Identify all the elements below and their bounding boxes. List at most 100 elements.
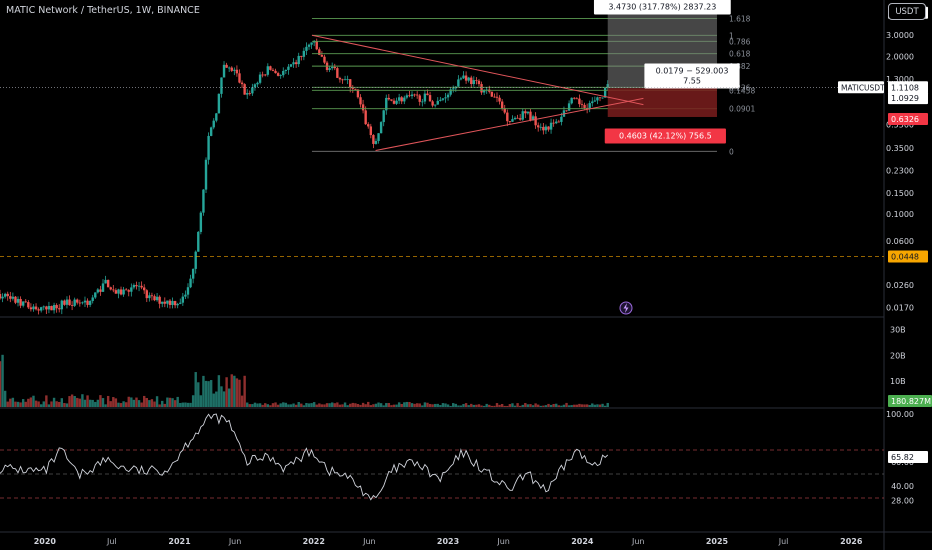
- position-stop-label-text: 0.4603 (42.12%) 756.5: [619, 132, 712, 141]
- candle-body: [555, 121, 558, 124]
- candle-body: [547, 126, 550, 130]
- volume-bar: [444, 403, 447, 407]
- position-info-label-text: 0.0179 − 529.003: [656, 67, 729, 76]
- volume-bar: [531, 405, 535, 407]
- volume-bar: [135, 397, 138, 407]
- candle-body: [284, 69, 288, 71]
- trendline[interactable]: [375, 97, 644, 151]
- rsi-line: [0, 413, 609, 501]
- volume-bar: [45, 395, 48, 407]
- long-position-tool[interactable]: 3.4730 (317.78%) 2837.23 0.0179 − 529.003…: [593, 0, 740, 144]
- candle-body: [63, 300, 66, 305]
- candle-body: [603, 87, 607, 98]
- candle-body: [459, 78, 463, 80]
- candle-body: [346, 79, 349, 80]
- candle-body: [158, 296, 161, 304]
- candle-body: [78, 302, 82, 304]
- candle-body: [96, 289, 100, 293]
- candle-body: [258, 74, 262, 83]
- candle-body: [276, 73, 280, 76]
- symbol-price-badge: MATICUSDT: [838, 81, 885, 94]
- volume-bar: [544, 405, 548, 407]
- volume-bar: [549, 404, 553, 407]
- candle-body: [287, 66, 290, 70]
- volume-bar: [323, 404, 326, 407]
- candle-body: [330, 66, 334, 69]
- candle-body: [246, 93, 249, 95]
- candle-body: [122, 289, 125, 295]
- currency-button[interactable]: USDT: [888, 3, 926, 20]
- volume-bar: [395, 404, 398, 407]
- candle-body: [109, 287, 112, 290]
- volume-bar: [382, 405, 385, 407]
- volume-bar: [560, 405, 563, 407]
- time-axis[interactable]: 2020 Jul 2021 Jun 2022 Jun 2023 Jun 2024 Jun 2025 J…: [0, 531, 932, 546]
- candle-body: [526, 111, 530, 114]
- rsi-tick-label: 100.00: [886, 410, 914, 419]
- candle-body: [336, 68, 339, 78]
- volume-bar: [251, 404, 254, 407]
- candle-body: [591, 101, 594, 104]
- time-tick-label: Jun: [228, 537, 242, 546]
- volume-bar: [500, 403, 504, 407]
- candle-body: [212, 120, 215, 128]
- entry-price-badge-text: 1.0929: [891, 94, 919, 103]
- candle-body: [143, 287, 146, 291]
- candle-body: [341, 79, 344, 81]
- volume-bar: [204, 380, 208, 407]
- candle-body: [140, 285, 143, 288]
- volume-bar: [480, 405, 483, 407]
- last-price-badge: 1.1108: [888, 81, 928, 94]
- candle-body: [163, 301, 167, 304]
- price-scale[interactable]: 3.00002.00001.30000.55000.35000.23000.15…: [886, 31, 914, 505]
- candle-body: [593, 100, 597, 102]
- candle-body: [238, 73, 241, 83]
- volume-group: [0, 354, 609, 407]
- volume-bar: [462, 404, 465, 407]
- volume-bar: [274, 402, 277, 407]
- candle-body: [367, 124, 370, 127]
- candle-body: [457, 79, 460, 87]
- volume-bar: [325, 403, 329, 407]
- volume-bar: [367, 401, 370, 407]
- fib-level-label: 0.786: [729, 37, 751, 46]
- volume-bar: [379, 403, 383, 407]
- volume-bar: [361, 402, 365, 407]
- volume-bar: [186, 402, 190, 407]
- volume-bar: [585, 404, 589, 407]
- volume-bar: [34, 400, 38, 407]
- candle-body: [433, 104, 437, 106]
- candle-body: [9, 296, 12, 299]
- trendline[interactable]: [311, 34, 644, 106]
- volume-bar: [3, 390, 7, 407]
- volume-bar: [346, 405, 349, 407]
- candle-body: [27, 302, 30, 308]
- volume-bar: [320, 404, 324, 407]
- candle-body: [516, 117, 519, 119]
- volume-bar: [158, 404, 161, 407]
- lightning-bolt-icon[interactable]: [619, 301, 633, 315]
- volume-bar: [387, 403, 391, 407]
- candle-body: [297, 55, 300, 65]
- volume-bar: [238, 379, 241, 407]
- volume-bar: [575, 404, 579, 407]
- candle-body: [536, 125, 540, 128]
- volume-bar: [305, 403, 308, 407]
- volume-bar: [318, 403, 321, 407]
- volume-bar: [19, 402, 22, 407]
- candle-body: [464, 75, 468, 81]
- candle-body: [364, 110, 367, 125]
- candle-body: [282, 70, 285, 76]
- candle-body: [21, 301, 25, 306]
- candle-body: [312, 41, 316, 43]
- candle-body: [580, 104, 584, 105]
- volume-bar: [197, 382, 200, 407]
- volume-bar: [598, 404, 602, 407]
- volume-bar: [567, 405, 571, 407]
- volume-bar: [433, 403, 437, 407]
- time-tick-label: 2024: [571, 537, 594, 546]
- candle-body: [410, 94, 414, 97]
- volume-bar: [452, 403, 455, 407]
